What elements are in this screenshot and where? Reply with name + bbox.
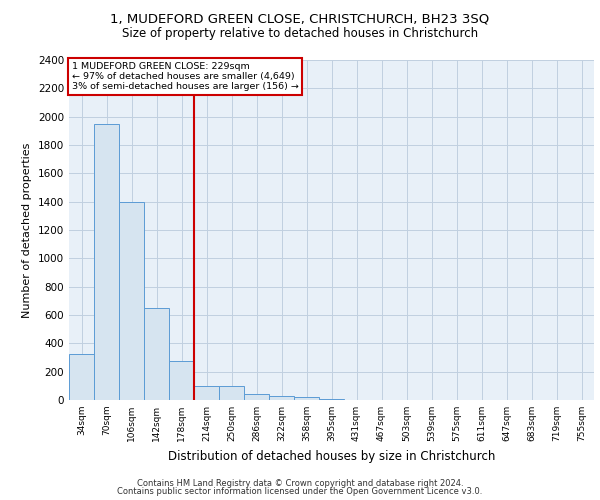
Bar — [269, 396, 294, 400]
Bar — [119, 202, 144, 400]
Text: Size of property relative to detached houses in Christchurch: Size of property relative to detached ho… — [122, 28, 478, 40]
Bar — [144, 308, 169, 400]
Bar — [319, 398, 344, 400]
Text: 1 MUDEFORD GREEN CLOSE: 229sqm
← 97% of detached houses are smaller (4,649)
3% o: 1 MUDEFORD GREEN CLOSE: 229sqm ← 97% of … — [71, 62, 299, 92]
X-axis label: Distribution of detached houses by size in Christchurch: Distribution of detached houses by size … — [168, 450, 495, 462]
Bar — [194, 386, 219, 400]
Text: Contains HM Land Registry data © Crown copyright and database right 2024.: Contains HM Land Registry data © Crown c… — [137, 478, 463, 488]
Bar — [169, 361, 194, 400]
Bar — [294, 397, 319, 400]
Text: 1, MUDEFORD GREEN CLOSE, CHRISTCHURCH, BH23 3SQ: 1, MUDEFORD GREEN CLOSE, CHRISTCHURCH, B… — [110, 12, 490, 26]
Bar — [69, 354, 94, 400]
Bar — [244, 394, 269, 400]
Text: Contains public sector information licensed under the Open Government Licence v3: Contains public sector information licen… — [118, 487, 482, 496]
Bar — [94, 124, 119, 400]
Bar — [219, 386, 244, 400]
Y-axis label: Number of detached properties: Number of detached properties — [22, 142, 32, 318]
